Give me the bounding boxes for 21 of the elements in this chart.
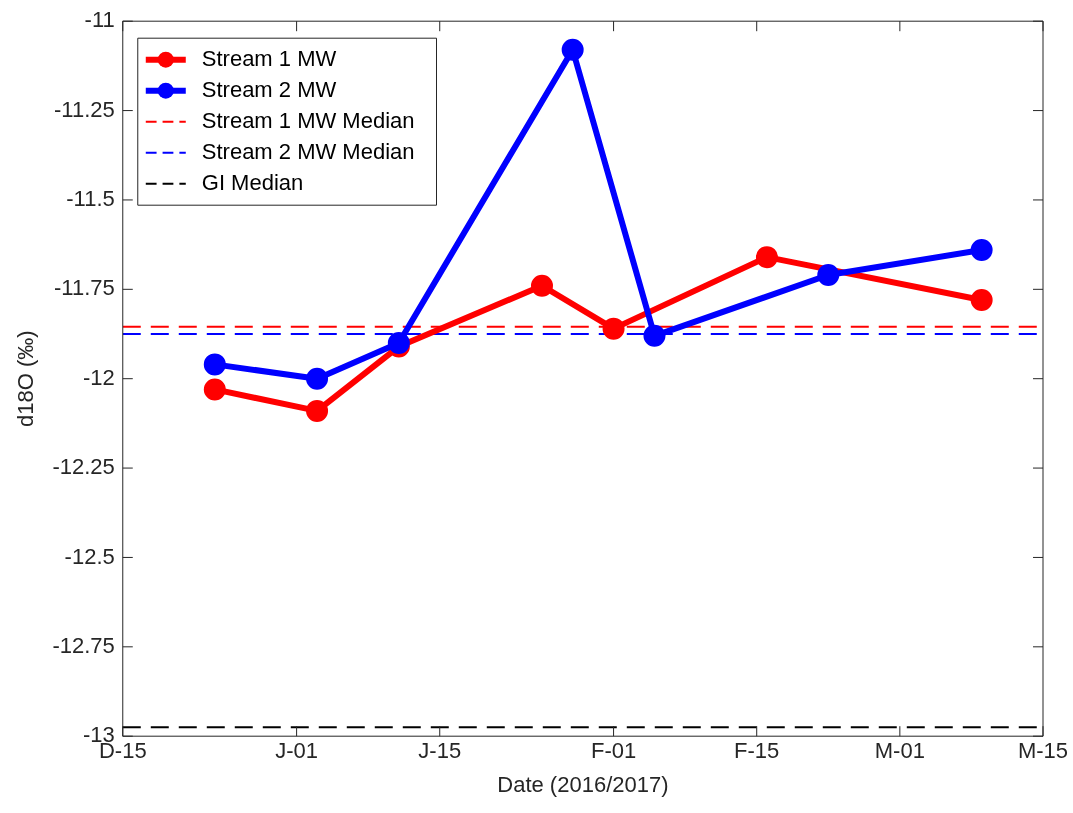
legend-label: Stream 1 MW <box>201 45 337 71</box>
y-tick-label: -12.75 <box>52 632 115 658</box>
x-tick-label: F-01 <box>590 738 637 764</box>
x-axis-title: Date (2016/2017) <box>497 771 669 797</box>
x-tick-label: J-01 <box>275 738 318 764</box>
x-tick-label: J-15 <box>418 738 462 764</box>
y-tick-label: -12 <box>82 364 115 390</box>
y-tick-label: -12.25 <box>52 454 115 480</box>
y-tick-label: -11.25 <box>54 96 115 122</box>
y-tick-label: -11.75 <box>54 275 115 301</box>
legend-label: Stream 2 MW <box>201 76 337 102</box>
legend-label: Stream 1 MW Median <box>201 107 415 133</box>
x-tick-label: M-15 <box>1017 738 1069 764</box>
y-tick-label: -11.5 <box>66 186 115 212</box>
y-axis-title: d18O (‰) <box>13 330 39 427</box>
legend-label: GI Median <box>201 169 304 195</box>
legend-label: Stream 2 MW Median <box>201 138 415 164</box>
y-tick-label: -12.5 <box>64 543 115 569</box>
x-tick-label: M-01 <box>874 738 925 764</box>
x-tick-label: F-15 <box>734 738 780 764</box>
y-tick-label: -11 <box>84 7 115 33</box>
